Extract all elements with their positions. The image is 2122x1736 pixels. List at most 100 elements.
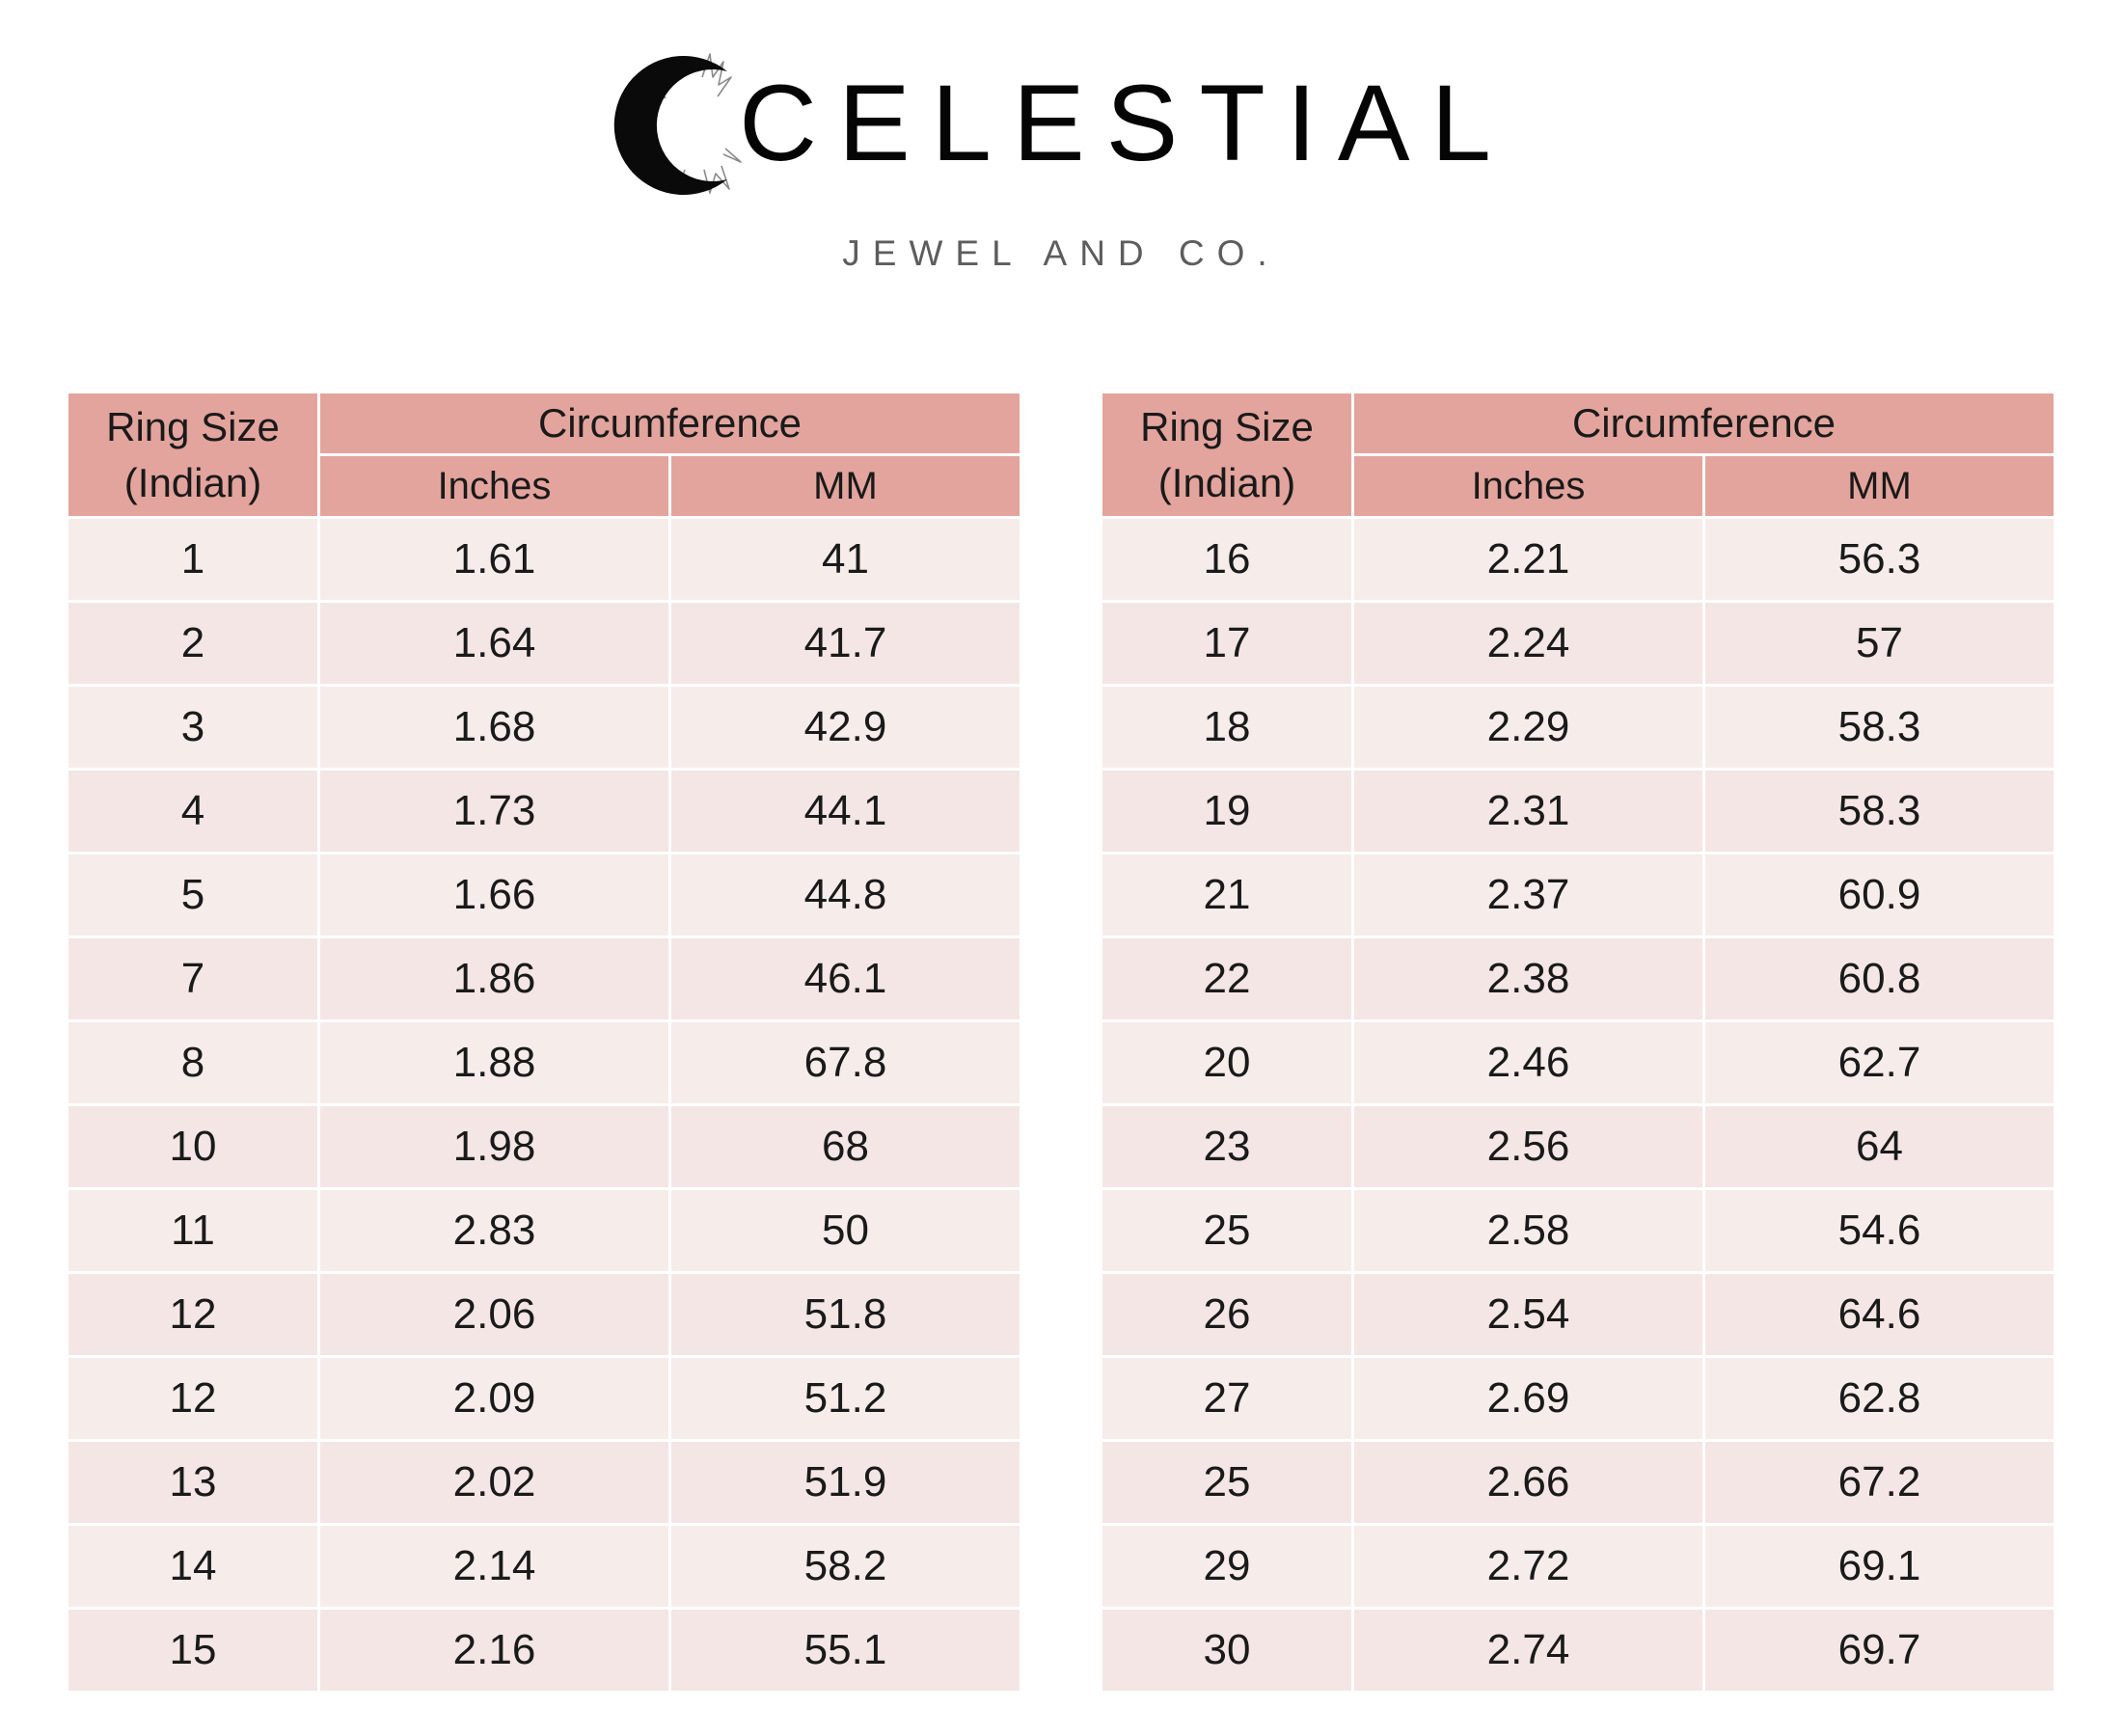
cell-inches: 2.24 bbox=[1354, 603, 1702, 684]
table-row: 4 1.73 44.1 bbox=[68, 771, 1020, 852]
table-row: 25 2.66 67.2 bbox=[1102, 1442, 2054, 1523]
table-row: 3 1.68 42.9 bbox=[68, 687, 1020, 768]
cell-mm: 67.8 bbox=[671, 1022, 1020, 1103]
table-row: 20 2.46 62.7 bbox=[1102, 1022, 2054, 1103]
cell-inches: 2.58 bbox=[1354, 1190, 1702, 1271]
cell-ring-size: 1 bbox=[68, 519, 317, 600]
header-ring-size-left: Ring Size (Indian) bbox=[68, 393, 317, 516]
table-header-right: Ring Size (Indian) Circumference Inches … bbox=[1102, 393, 2054, 516]
cell-mm: 41 bbox=[671, 519, 1020, 600]
cell-mm: 54.6 bbox=[1705, 1190, 2054, 1271]
table-row: 26 2.54 64.6 bbox=[1102, 1274, 2054, 1355]
cell-mm: 57 bbox=[1705, 603, 2054, 684]
cell-mm: 60.9 bbox=[1705, 854, 2054, 936]
cell-mm: 60.8 bbox=[1705, 938, 2054, 1019]
cell-ring-size: 7 bbox=[68, 938, 317, 1019]
cell-ring-size: 19 bbox=[1102, 771, 1351, 852]
cell-inches: 1.68 bbox=[320, 687, 668, 768]
crescent-moon-sunburst-icon bbox=[610, 48, 754, 203]
cell-ring-size: 5 bbox=[68, 854, 317, 936]
table-row: 5 1.66 44.8 bbox=[68, 854, 1020, 936]
cell-mm: 69.7 bbox=[1705, 1610, 2054, 1691]
cell-inches: 2.14 bbox=[320, 1526, 668, 1607]
cell-mm: 58.2 bbox=[671, 1526, 1020, 1607]
table-row: 2 1.64 41.7 bbox=[68, 603, 1020, 684]
cell-inches: 2.02 bbox=[320, 1442, 668, 1523]
cell-ring-size: 16 bbox=[1102, 519, 1351, 600]
cell-mm: 64 bbox=[1705, 1106, 2054, 1187]
ring-size-table-right: Ring Size (Indian) Circumference Inches … bbox=[1100, 391, 2056, 1694]
cell-mm: 50 bbox=[671, 1190, 1020, 1271]
table-row: 16 2.21 56.3 bbox=[1102, 519, 2054, 600]
table-row: 1 1.61 41 bbox=[68, 519, 1020, 600]
cell-ring-size: 22 bbox=[1102, 938, 1351, 1019]
table-row: 7 1.86 46.1 bbox=[68, 938, 1020, 1019]
table-row: 25 2.58 54.6 bbox=[1102, 1190, 2054, 1271]
table-row: 10 1.98 68 bbox=[68, 1106, 1020, 1187]
cell-inches: 2.46 bbox=[1354, 1022, 1702, 1103]
cell-ring-size: 8 bbox=[68, 1022, 317, 1103]
cell-mm: 58.3 bbox=[1705, 687, 2054, 768]
cell-mm: 55.1 bbox=[671, 1610, 1020, 1691]
cell-ring-size: 4 bbox=[68, 771, 317, 852]
cell-inches: 2.56 bbox=[1354, 1106, 1702, 1187]
table-row: 21 2.37 60.9 bbox=[1102, 854, 2054, 936]
table-header-left: Ring Size (Indian) Circumference Inches … bbox=[68, 393, 1020, 516]
cell-inches: 1.61 bbox=[320, 519, 668, 600]
cell-mm: 51.9 bbox=[671, 1442, 1020, 1523]
cell-mm: 46.1 bbox=[671, 938, 1020, 1019]
header-ring-size-line1: Ring Size bbox=[1140, 403, 1314, 449]
cell-inches: 2.74 bbox=[1354, 1610, 1702, 1691]
cell-mm: 58.3 bbox=[1705, 771, 2054, 852]
ring-size-table-left: Ring Size (Indian) Circumference Inches … bbox=[66, 391, 1022, 1694]
table-row: 12 2.09 51.2 bbox=[68, 1358, 1020, 1439]
table-row: 11 2.83 50 bbox=[68, 1190, 1020, 1271]
table-row: 29 2.72 69.1 bbox=[1102, 1526, 2054, 1607]
brand-tagline: JEWEL AND CO. bbox=[842, 233, 1280, 273]
header-ring-size-right: Ring Size (Indian) bbox=[1102, 393, 1351, 516]
header-ring-size-line1: Ring Size bbox=[106, 403, 280, 449]
cell-ring-size: 25 bbox=[1102, 1190, 1351, 1271]
table-row: 12 2.06 51.8 bbox=[68, 1274, 1020, 1355]
header-inches-left: Inches bbox=[320, 456, 668, 516]
cell-mm: 56.3 bbox=[1705, 519, 2054, 600]
table-body-right: 16 2.21 56.3 17 2.24 57 18 2.29 58.3 19 2.31 58.… bbox=[1102, 519, 2054, 1691]
cell-inches: 1.66 bbox=[320, 854, 668, 936]
cell-inches: 2.29 bbox=[1354, 687, 1702, 768]
table-row: 27 2.69 62.8 bbox=[1102, 1358, 2054, 1439]
cell-mm: 51.2 bbox=[671, 1358, 1020, 1439]
table-row: 23 2.56 64 bbox=[1102, 1106, 2054, 1187]
cell-inches: 2.31 bbox=[1354, 771, 1702, 852]
cell-inches: 1.88 bbox=[320, 1022, 668, 1103]
table-row: 30 2.74 69.7 bbox=[1102, 1610, 2054, 1691]
cell-inches: 2.83 bbox=[320, 1190, 668, 1271]
cell-ring-size: 20 bbox=[1102, 1022, 1351, 1103]
cell-inches: 2.21 bbox=[1354, 519, 1702, 600]
cell-mm: 62.7 bbox=[1705, 1022, 2054, 1103]
cell-ring-size: 14 bbox=[68, 1526, 317, 1607]
cell-ring-size: 3 bbox=[68, 687, 317, 768]
cell-ring-size: 25 bbox=[1102, 1442, 1351, 1523]
table-row: 15 2.16 55.1 bbox=[68, 1610, 1020, 1691]
cell-inches: 2.54 bbox=[1354, 1274, 1702, 1355]
table-row: 13 2.02 51.9 bbox=[68, 1442, 1020, 1523]
brand-name: CELESTIAL bbox=[739, 63, 1512, 183]
table-row: 19 2.31 58.3 bbox=[1102, 771, 2054, 852]
cell-ring-size: 27 bbox=[1102, 1358, 1351, 1439]
cell-mm: 62.8 bbox=[1705, 1358, 2054, 1439]
table-row: 17 2.24 57 bbox=[1102, 603, 2054, 684]
cell-ring-size: 23 bbox=[1102, 1106, 1351, 1187]
cell-mm: 64.6 bbox=[1705, 1274, 2054, 1355]
cell-mm: 69.1 bbox=[1705, 1526, 2054, 1607]
cell-ring-size: 2 bbox=[68, 603, 317, 684]
cell-mm: 67.2 bbox=[1705, 1442, 2054, 1523]
cell-mm: 44.1 bbox=[671, 771, 1020, 852]
header-ring-size-line2: (Indian) bbox=[1157, 459, 1296, 505]
header-mm-left: MM bbox=[671, 456, 1020, 516]
cell-ring-size: 10 bbox=[68, 1106, 317, 1187]
cell-ring-size: 15 bbox=[68, 1610, 317, 1691]
cell-ring-size: 12 bbox=[68, 1274, 317, 1355]
cell-mm: 41.7 bbox=[671, 603, 1020, 684]
cell-inches: 1.73 bbox=[320, 771, 668, 852]
